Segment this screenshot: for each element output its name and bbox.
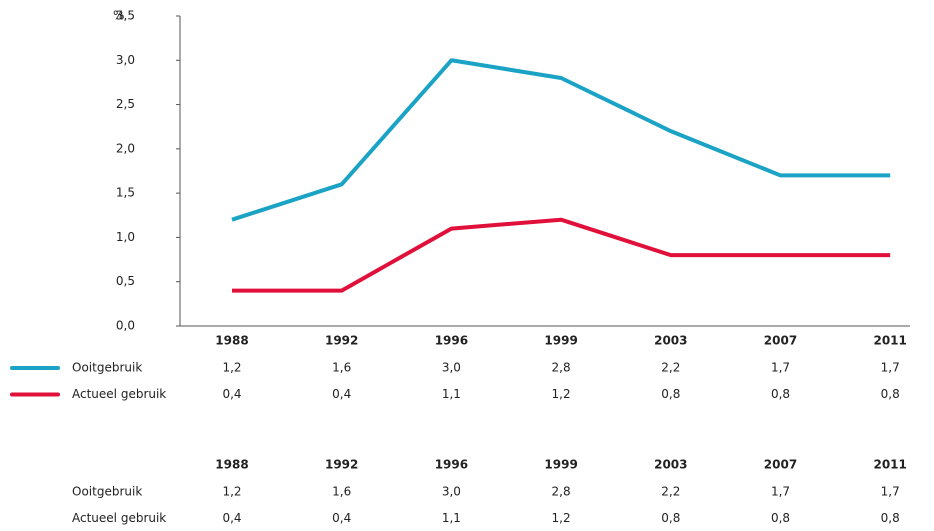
table-year: 2007 bbox=[764, 334, 797, 348]
table-value: 3,0 bbox=[442, 485, 461, 499]
table-value: 1,2 bbox=[222, 361, 241, 375]
legend-label: Actueel gebruik bbox=[72, 511, 166, 525]
table-value: 1,7 bbox=[771, 485, 790, 499]
table-year: 1992 bbox=[325, 458, 358, 472]
table-year: 2011 bbox=[873, 334, 906, 348]
table-value: 0,4 bbox=[332, 387, 351, 401]
legend-label: Ooitgebruik bbox=[72, 361, 142, 375]
table-value: 2,8 bbox=[552, 361, 571, 375]
table-year: 2003 bbox=[654, 458, 687, 472]
y-tick-label: 0,5 bbox=[116, 274, 135, 288]
table-year: 1999 bbox=[544, 458, 577, 472]
table-value: 1,7 bbox=[771, 361, 790, 375]
y-tick-label: 0,0 bbox=[116, 319, 135, 333]
table-value: 0,8 bbox=[771, 387, 790, 401]
table-value: 2,2 bbox=[661, 361, 680, 375]
table-value: 0,8 bbox=[771, 511, 790, 525]
table-value: 1,7 bbox=[881, 485, 900, 499]
table-value: 0,4 bbox=[332, 511, 351, 525]
table-value: 0,8 bbox=[881, 387, 900, 401]
table-value: 1,2 bbox=[552, 511, 571, 525]
y-tick-label: 1,5 bbox=[116, 186, 135, 200]
table-value: 0,8 bbox=[661, 511, 680, 525]
table-value: 1,6 bbox=[332, 361, 351, 375]
table-value: 1,7 bbox=[881, 361, 900, 375]
y-tick-label: 1,0 bbox=[116, 230, 135, 244]
table-year: 1996 bbox=[435, 458, 468, 472]
y-tick-label: 3,0 bbox=[116, 53, 135, 67]
y-tick-label: 2,0 bbox=[116, 141, 135, 155]
table-year: 1992 bbox=[325, 334, 358, 348]
legend-label: Actueel gebruik bbox=[72, 387, 166, 401]
table-year: 1988 bbox=[215, 458, 248, 472]
table-value: 0,8 bbox=[661, 387, 680, 401]
table-year: 2011 bbox=[873, 458, 906, 472]
table-value: 1,2 bbox=[222, 485, 241, 499]
table-value: 1,1 bbox=[442, 387, 461, 401]
table-value: 1,1 bbox=[442, 511, 461, 525]
y-axis-label: % bbox=[113, 9, 124, 23]
table-year: 2007 bbox=[764, 458, 797, 472]
table-year: 1999 bbox=[544, 334, 577, 348]
table-year: 1988 bbox=[215, 334, 248, 348]
table-value: 0,4 bbox=[222, 387, 241, 401]
legend-label: Ooitgebruik bbox=[72, 485, 142, 499]
table-value: 0,4 bbox=[222, 511, 241, 525]
table-year: 2003 bbox=[654, 334, 687, 348]
table-value: 2,2 bbox=[661, 485, 680, 499]
series-line bbox=[232, 217, 891, 293]
table-value: 1,2 bbox=[552, 387, 571, 401]
table-value: 3,0 bbox=[442, 361, 461, 375]
y-tick-label: 3,5 bbox=[116, 9, 135, 23]
table-value: 1,6 bbox=[332, 485, 351, 499]
table-value: 2,8 bbox=[552, 485, 571, 499]
table-value: 0,8 bbox=[881, 511, 900, 525]
y-tick-label: 2,5 bbox=[116, 97, 135, 111]
table-year: 1996 bbox=[435, 334, 468, 348]
series-line bbox=[231, 58, 891, 222]
